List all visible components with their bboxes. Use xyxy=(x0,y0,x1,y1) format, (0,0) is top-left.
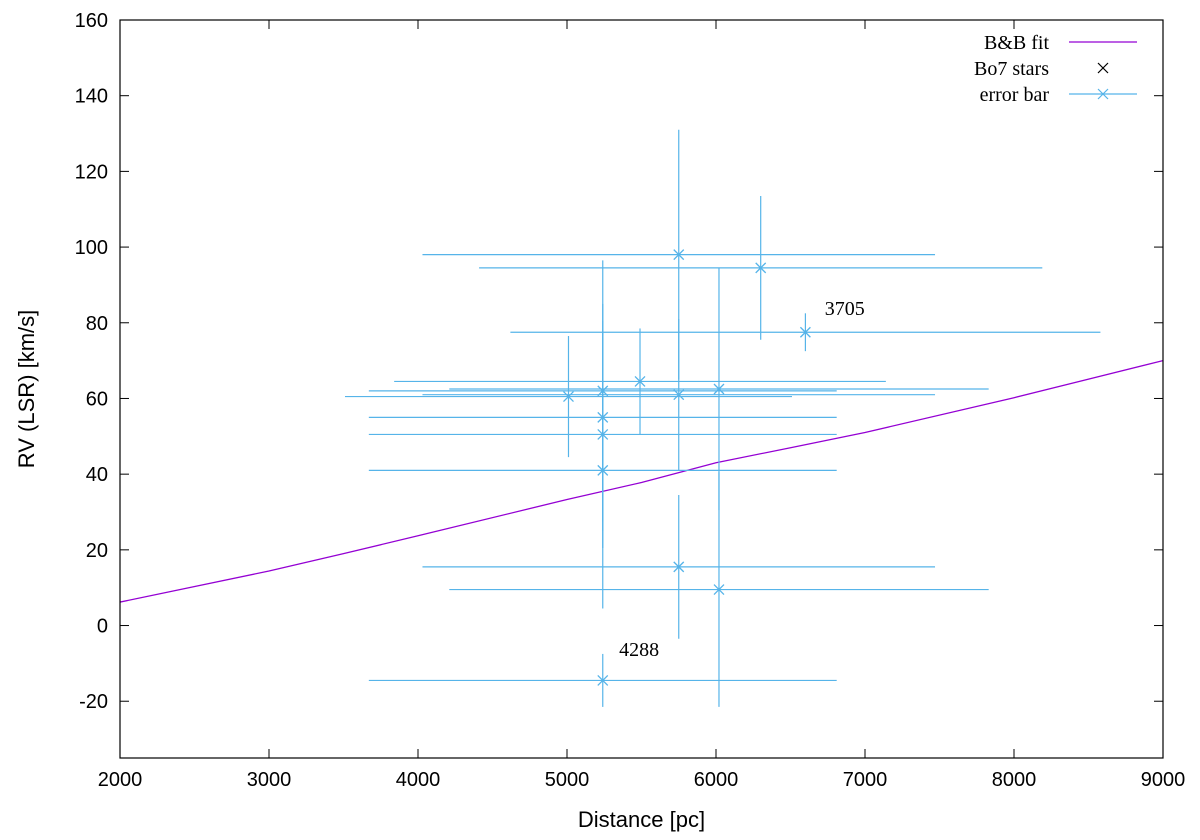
data-point-cross xyxy=(713,584,725,596)
y-tick-label: 60 xyxy=(86,388,108,410)
data-point-cross xyxy=(673,389,685,401)
y-tick-label: 140 xyxy=(75,86,108,108)
x-tick-label: 9000 xyxy=(1141,769,1186,791)
data-point-cross xyxy=(597,674,609,686)
data-point-cross xyxy=(634,375,646,387)
y-tick-label: 120 xyxy=(75,161,108,183)
axis-ticks xyxy=(119,19,1164,758)
annotation-label: 3705 xyxy=(825,298,865,320)
x-tick-label: 3000 xyxy=(247,769,292,791)
y-tick-label: 20 xyxy=(86,540,108,562)
x-tick-label: 7000 xyxy=(843,769,888,791)
x-axis-label: Distance [pc] xyxy=(578,807,705,832)
x-tick-label: 8000 xyxy=(992,769,1037,791)
y-tick-label: 160 xyxy=(75,10,108,32)
legend: B&B fit Bo7 stars error bar xyxy=(974,32,1137,106)
fit-curve xyxy=(120,359,1163,603)
y-axis-label: RV (LSR) [km/s] xyxy=(14,310,39,469)
y-tick-label: 80 xyxy=(86,313,108,335)
x-tick-label: 4000 xyxy=(396,769,441,791)
legend-errorbar-swatch xyxy=(1097,88,1109,100)
plot-area xyxy=(120,129,1163,707)
y-tick-label: -20 xyxy=(79,691,108,713)
x-tick-label: 6000 xyxy=(694,769,739,791)
y-tick-label: 100 xyxy=(75,237,108,259)
x-tick-label: 5000 xyxy=(545,769,590,791)
data-point-cross xyxy=(799,326,811,338)
legend-label: error bar xyxy=(980,84,1050,106)
data-point-cross xyxy=(673,561,685,573)
data-point-cross xyxy=(713,383,725,395)
y-tick-label: 40 xyxy=(86,464,108,486)
annotations: 3705 4288 xyxy=(619,298,865,661)
legend-label: Bo7 stars xyxy=(974,58,1049,80)
annotation-label: 4288 xyxy=(619,639,659,661)
tick-labels: 2000 3000 4000 5000 6000 7000 8000 9000 -20 0 20 40… xyxy=(75,10,1186,791)
data-point-cross xyxy=(755,262,767,274)
data-point-cross xyxy=(673,249,685,261)
y-tick-label: 0 xyxy=(97,616,108,638)
legend-cross-swatch xyxy=(1097,62,1109,74)
data-point-cross xyxy=(563,391,574,403)
data-point-cross xyxy=(597,464,609,476)
legend-label: B&B fit xyxy=(984,32,1049,54)
plot-frame xyxy=(119,19,1164,759)
x-tick-label: 2000 xyxy=(98,769,143,791)
